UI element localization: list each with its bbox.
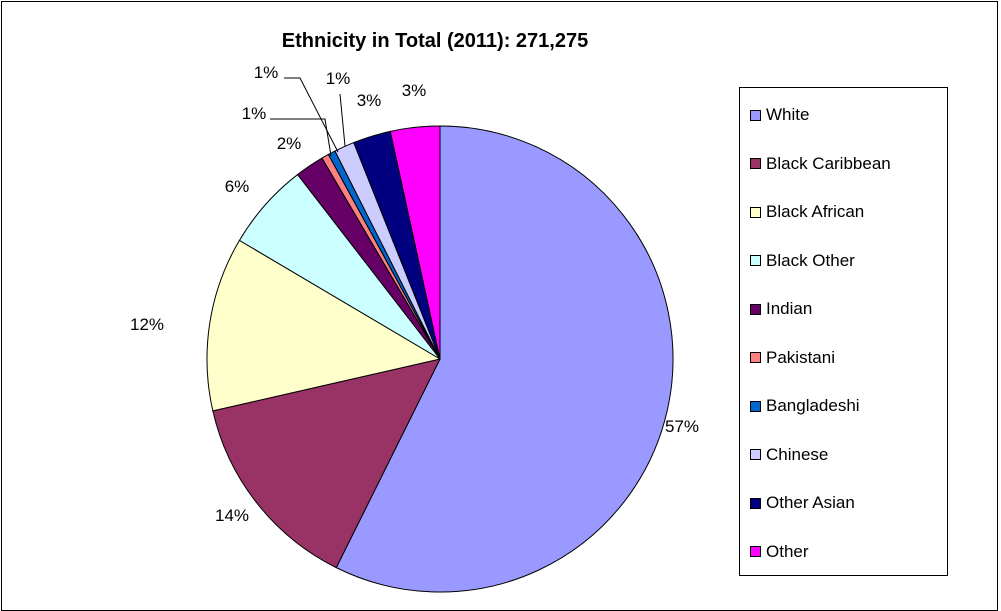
legend: White Black Caribbean Black African Black O… bbox=[739, 87, 948, 576]
data-label-black-other: 6% bbox=[225, 177, 250, 196]
data-label-bangladeshi: 1% bbox=[254, 63, 279, 82]
data-label-indian: 2% bbox=[277, 134, 302, 153]
data-label-other: 3% bbox=[402, 81, 427, 100]
legend-item-black-caribbean: Black Caribbean bbox=[750, 153, 891, 175]
legend-swatch bbox=[750, 352, 761, 363]
legend-item-pakistani: Pakistani bbox=[750, 347, 835, 369]
leader-line-pakistani bbox=[270, 118, 332, 157]
legend-label: Chinese bbox=[766, 444, 829, 464]
leader-line-chinese bbox=[339, 93, 346, 147]
data-label-other-asian: 3% bbox=[357, 91, 382, 110]
legend-swatch bbox=[750, 546, 761, 557]
data-label-black-caribbean: 14% bbox=[215, 506, 249, 525]
legend-swatch bbox=[750, 158, 761, 169]
legend-swatch bbox=[750, 303, 761, 315]
legend-label: Black Other bbox=[766, 250, 855, 270]
legend-label: Other bbox=[766, 541, 809, 561]
legend-swatch bbox=[750, 255, 761, 266]
legend-label: Other Asian bbox=[766, 493, 855, 512]
legend-item-black-african: Black African bbox=[750, 201, 864, 223]
legend-swatch bbox=[750, 497, 761, 509]
pie-chart: 57% 14% 12% 6% 2% 1% 1% 1% 3% 3% bbox=[130, 63, 699, 593]
legend-item-black-other: Black Other bbox=[750, 250, 855, 272]
legend-item-other: Other bbox=[750, 541, 809, 563]
legend-item-chinese: Chinese bbox=[750, 444, 828, 466]
legend-label: Black African bbox=[766, 202, 865, 221]
legend-item-white: White bbox=[750, 104, 809, 126]
leader-line-bangladeshi bbox=[284, 77, 339, 153]
data-label-black-african: 12% bbox=[130, 315, 164, 334]
data-label-pakistani: 1% bbox=[242, 104, 267, 123]
legend-label: Black Caribbean bbox=[766, 153, 891, 173]
legend-swatch bbox=[750, 449, 761, 460]
data-label-chinese: 1% bbox=[326, 69, 351, 88]
legend-swatch bbox=[750, 400, 761, 412]
pie-slice-black-caribbean bbox=[212, 358, 441, 569]
legend-item-bangladeshi: Bangladeshi bbox=[750, 395, 860, 417]
legend-label: Indian bbox=[766, 299, 813, 318]
legend-swatch bbox=[750, 206, 761, 218]
pie-slice-other bbox=[389, 125, 441, 360]
legend-label: White bbox=[766, 105, 810, 124]
legend-label: Bangladeshi bbox=[766, 396, 860, 415]
pie-slice-black-african bbox=[206, 239, 441, 412]
legend-label: Pakistani bbox=[766, 347, 835, 367]
legend-swatch bbox=[750, 109, 761, 121]
data-label-white: 57% bbox=[665, 417, 699, 436]
legend-item-other-asian: Other Asian bbox=[750, 492, 855, 514]
pie-slice-white bbox=[335, 125, 674, 593]
chart-title: Ethnicity in Total (2011): 271,275 bbox=[281, 30, 589, 52]
legend-item-indian: Indian bbox=[750, 298, 812, 320]
